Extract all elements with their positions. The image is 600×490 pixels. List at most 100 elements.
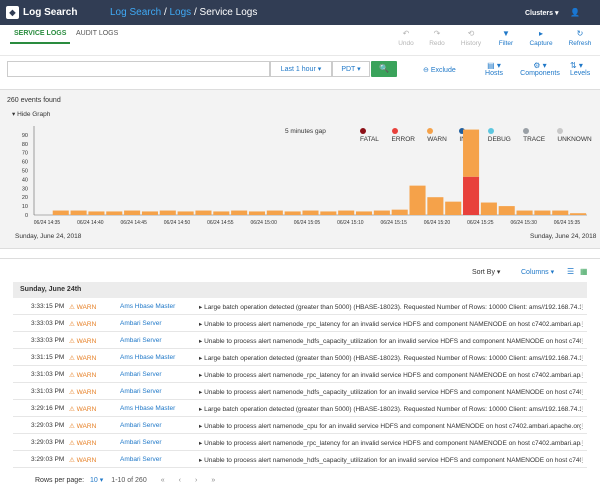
bar-warn xyxy=(463,129,480,177)
row-menu-icon[interactable]: ⋮ xyxy=(579,304,586,311)
expand-caret-icon[interactable]: ▸ xyxy=(199,321,203,328)
log-component-link[interactable]: Ambari Server xyxy=(120,439,162,446)
log-message[interactable]: ▸ Unable to process alert namenode_rpc_l… xyxy=(199,320,581,328)
row-menu-icon[interactable]: ⋮ xyxy=(579,338,586,345)
log-row[interactable]: 3:29:03 PM ⚠ WARN Ambari Server ▸ Unable to… xyxy=(13,417,587,434)
first-page-button[interactable]: « xyxy=(160,476,165,484)
brand[interactable]: ◆ Log Search xyxy=(6,6,77,19)
log-message[interactable]: ▸ Large batch operation detected (greate… xyxy=(199,303,581,311)
undo-button[interactable]: ↶ Undo xyxy=(389,29,423,47)
legend-item[interactable]: TRACE xyxy=(523,128,550,143)
user-menu-icon[interactable]: 👤 xyxy=(570,8,580,17)
x-tick-label: 06/24 15:30 xyxy=(510,220,537,226)
log-row[interactable]: 3:33:03 PM ⚠ WARN Ambari Server ▸ Unable to… xyxy=(13,315,587,332)
history-button[interactable]: ⟲ History xyxy=(454,29,488,47)
log-message-text: Unable to process alert namenode_hdfs_ca… xyxy=(204,389,581,396)
capture-button[interactable]: ▸ Capture xyxy=(524,29,558,47)
row-menu-icon[interactable]: ⋮ xyxy=(579,321,586,328)
search-query-input[interactable] xyxy=(7,61,270,77)
breadcrumb-logs[interactable]: Logs xyxy=(169,7,192,18)
events-found-count: 260 events found xyxy=(7,97,61,104)
log-component-link[interactable]: Ams Hbase Master xyxy=(120,405,176,412)
rows-per-page-select[interactable]: 10 ▾ xyxy=(90,477,104,484)
row-menu-icon[interactable]: ⋮ xyxy=(579,372,586,379)
row-menu-icon[interactable]: ⋮ xyxy=(579,457,586,464)
row-menu-icon[interactable]: ⋮ xyxy=(579,406,586,413)
x-tick-label: 06/24 15:05 xyxy=(294,220,321,226)
expand-caret-icon[interactable]: ▸ xyxy=(199,338,203,345)
log-row[interactable]: 3:29:03 PM ⚠ WARN Ambari Server ▸ Unable to… xyxy=(13,434,587,451)
expand-caret-icon[interactable]: ▸ xyxy=(199,355,203,362)
next-page-button[interactable]: › xyxy=(194,476,198,484)
last-page-button[interactable]: » xyxy=(211,476,216,484)
search-button[interactable]: 🔍 xyxy=(371,61,397,77)
log-row[interactable]: 3:31:03 PM ⚠ WARN Ambari Server ▸ Unable to… xyxy=(13,366,587,383)
expand-caret-icon[interactable]: ▸ xyxy=(199,457,203,464)
log-component-link[interactable]: Ams Hbase Master xyxy=(120,303,176,310)
expand-caret-icon[interactable]: ▸ xyxy=(199,304,203,311)
table-view-icon[interactable]: ▦ xyxy=(580,267,588,276)
prev-page-button[interactable]: ‹ xyxy=(178,476,181,484)
expand-caret-icon[interactable]: ▸ xyxy=(199,389,203,396)
log-row[interactable]: 3:31:03 PM ⚠ WARN Ambari Server ▸ Unable to… xyxy=(13,383,587,400)
legend-item[interactable]: ERROR xyxy=(391,128,421,143)
log-row[interactable]: 3:33:15 PM ⚠ WARN Ams Hbase Master ▸ Large … xyxy=(13,298,587,315)
levels-filter-button[interactable]: ⇅ ▾ Levels xyxy=(570,61,600,77)
clusters-dropdown[interactable]: Clusters ▾ xyxy=(525,9,558,17)
hide-graph-toggle[interactable]: ▾ Hide Graph xyxy=(12,110,50,118)
log-component-link[interactable]: Ambari Server xyxy=(120,456,162,463)
log-row[interactable]: 3:33:03 PM ⚠ WARN Ambari Server ▸ Unable to… xyxy=(13,332,587,349)
log-message[interactable]: ▸ Unable to process alert namenode_rpc_l… xyxy=(199,371,581,379)
filter-button[interactable]: ▼ Filter xyxy=(489,29,523,47)
legend-item[interactable]: WARN xyxy=(427,128,452,143)
log-level: ⚠ WARN xyxy=(69,405,96,413)
log-message[interactable]: ▸ Large batch operation detected (greate… xyxy=(199,354,581,362)
bar-warn xyxy=(141,211,158,215)
expand-caret-icon[interactable]: ▸ xyxy=(199,423,203,430)
log-message[interactable]: ▸ Unable to process alert namenode_hdfs_… xyxy=(199,388,581,396)
log-message[interactable]: ▸ Unable to process alert namenode_rpc_l… xyxy=(199,439,581,447)
exclude-button[interactable]: ⊖ Exclude xyxy=(423,66,456,74)
row-menu-icon[interactable]: ⋮ xyxy=(579,440,586,447)
sort-by-dropdown[interactable]: Sort By ▾ xyxy=(472,269,501,276)
row-menu-icon[interactable]: ⋮ xyxy=(579,423,586,430)
tab-service-logs[interactable]: SERVICE LOGS xyxy=(10,30,71,44)
legend-item[interactable]: DEBUG xyxy=(487,128,516,143)
row-menu-icon[interactable]: ⋮ xyxy=(579,389,586,396)
components-filter-button[interactable]: ⚙ ▾ Components xyxy=(517,61,563,77)
log-component-link[interactable]: Ambari Server xyxy=(120,388,162,395)
legend-item[interactable]: FATAL xyxy=(360,128,385,143)
log-message[interactable]: ▸ Unable to process alert namenode_cpu f… xyxy=(199,422,581,430)
redo-button[interactable]: ↷ Redo xyxy=(420,29,454,47)
y-tick-label: 50 xyxy=(22,169,28,175)
legend-swatch xyxy=(459,128,466,134)
expand-caret-icon[interactable]: ▸ xyxy=(199,372,203,379)
log-message[interactable]: ▸ Unable to process alert namenode_hdfs_… xyxy=(199,337,581,345)
log-component-link[interactable]: Ambari Server xyxy=(120,422,162,429)
row-menu-icon[interactable]: ⋮ xyxy=(579,355,586,362)
page-range: 1-10 of 260 xyxy=(111,476,147,484)
tab-audit-logs[interactable]: AUDIT LOGS xyxy=(76,30,119,37)
log-component-link[interactable]: Ambari Server xyxy=(120,337,162,344)
breadcrumb-log-search[interactable]: Log Search xyxy=(110,7,162,18)
bar-warn xyxy=(195,210,212,215)
log-component-link[interactable]: Ams Hbase Master xyxy=(120,354,176,361)
log-level-text: WARN xyxy=(76,304,97,311)
log-row[interactable]: 3:29:16 PM ⚠ WARN Ams Hbase Master ▸ Large … xyxy=(13,400,587,417)
list-view-icon[interactable]: ☰ xyxy=(567,267,575,276)
rows-per-page-label: Rows per page: xyxy=(35,476,85,484)
hosts-filter-button[interactable]: ▤ ▾ Hosts xyxy=(471,61,517,77)
log-message[interactable]: ▸ Large batch operation detected (greate… xyxy=(199,405,581,413)
log-row[interactable]: 3:31:15 PM ⚠ WARN Ams Hbase Master ▸ Large … xyxy=(13,349,587,366)
log-row[interactable]: 3:29:03 PM ⚠ WARN Ambari Server ▸ Unable to… xyxy=(13,451,587,468)
expand-caret-icon[interactable]: ▸ xyxy=(199,440,203,447)
legend-item[interactable]: UNKNOWN xyxy=(557,128,596,143)
refresh-button[interactable]: ↻ Refresh xyxy=(563,29,597,47)
expand-caret-icon[interactable]: ▸ xyxy=(199,406,203,413)
log-component-link[interactable]: Ambari Server xyxy=(120,320,162,327)
log-component-link[interactable]: Ambari Server xyxy=(120,371,162,378)
columns-dropdown[interactable]: Columns ▾ xyxy=(521,269,555,276)
time-range-dropdown[interactable]: Last 1 hour ▾ xyxy=(270,61,332,77)
timezone-dropdown[interactable]: PDT ▾ xyxy=(332,61,370,77)
log-message[interactable]: ▸ Unable to process alert namenode_hdfs_… xyxy=(199,456,581,464)
